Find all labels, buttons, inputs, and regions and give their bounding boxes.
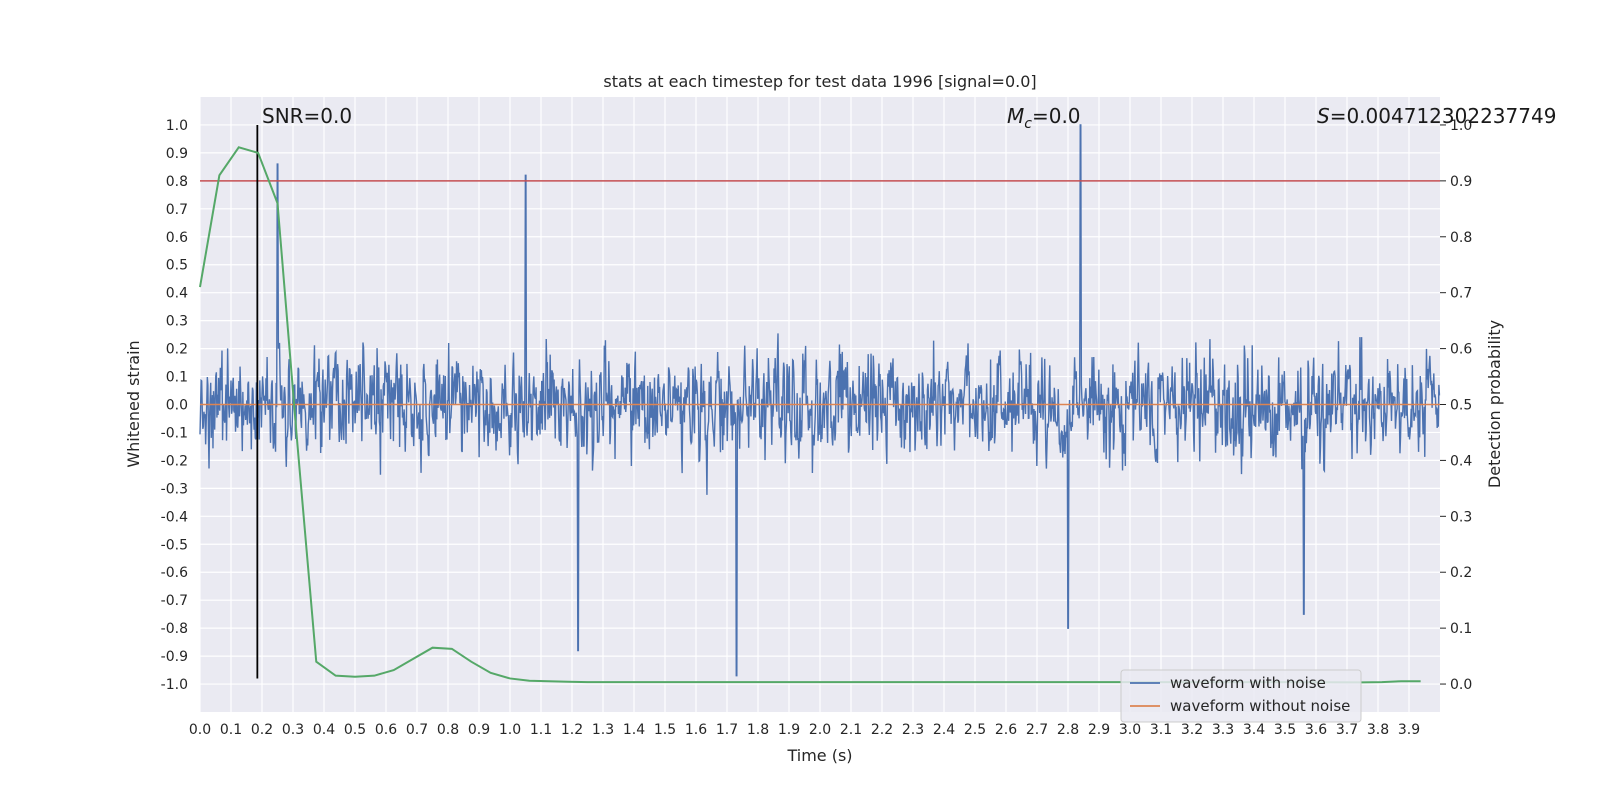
y-tick-label: 0.8 <box>166 174 188 190</box>
overlays <box>200 124 1440 679</box>
x-tick-label: 3.6 <box>1305 722 1327 738</box>
x-tick-label: 2.7 <box>1026 722 1048 738</box>
x-tick-label: 3.0 <box>1119 722 1141 738</box>
y-axis-label-left: Whitened strain <box>124 340 143 467</box>
annotation-s-number: =0.004712302237749 <box>1330 104 1557 128</box>
y-tick-label: -0.1 <box>161 425 188 441</box>
x-tick-label: 1.4 <box>623 722 645 738</box>
y-tick-label: 0.2 <box>166 342 188 358</box>
legend-label-noise: waveform with noise <box>1170 674 1326 692</box>
y-tick-label-right: 0.7 <box>1450 286 1472 302</box>
chart-title: stats at each timestep for test data 199… <box>603 72 1036 91</box>
x-tick-label: 2.2 <box>871 722 893 738</box>
x-tick-label: 3.8 <box>1367 722 1389 738</box>
x-tick-label: 0.4 <box>313 722 335 738</box>
y-tick-label-right: 0.4 <box>1450 453 1472 469</box>
y-tick-label: -0.5 <box>161 537 188 553</box>
annotation-s-symbol: S <box>1317 104 1330 128</box>
y-tick-label-right: 0.8 <box>1450 230 1472 246</box>
x-tick-label: 1.8 <box>747 722 769 738</box>
x-tick-label: 3.2 <box>1181 722 1203 738</box>
y-tick-label: -0.4 <box>161 509 188 525</box>
x-tick-label: 0.5 <box>344 722 366 738</box>
y-tick-label-right: 0.1 <box>1450 621 1472 637</box>
y-tick-label-right: 0.6 <box>1450 342 1472 358</box>
x-tick-label: 1.0 <box>499 722 521 738</box>
y-tick-label: 0.9 <box>166 146 188 162</box>
annotation-chirp-mass-subscript: c <box>1024 116 1032 132</box>
y-axis-label-right: Detection probability <box>1485 320 1504 488</box>
annotation-s-value: S=0.004712302237749 <box>1317 104 1556 128</box>
y-tick-label: 0.1 <box>166 370 188 386</box>
x-tick-label: 0.7 <box>406 722 428 738</box>
x-tick-label: 0.6 <box>375 722 397 738</box>
y-tick-label: 0.0 <box>166 398 188 414</box>
y-tick-label: 0.4 <box>166 286 188 302</box>
x-tick-label: 0.3 <box>282 722 304 738</box>
x-tick-label: 3.9 <box>1398 722 1420 738</box>
y-tick-label: 1.0 <box>166 118 188 134</box>
annotation-chirp-mass-symbol: M <box>1007 104 1024 128</box>
legend-label-clean: waveform without noise <box>1170 697 1350 715</box>
x-tick-label: 3.1 <box>1150 722 1172 738</box>
y-tick-label: 0.7 <box>166 202 188 218</box>
x-tick-label: 2.6 <box>995 722 1017 738</box>
waveform-with-noise-line <box>199 124 1441 677</box>
y-axis-ticks-left: 1.0 0.9 0.8 0.7 0.6 0.5 0.4 0.3 0.2 0.1 0.0 -0.1 -0.… <box>161 118 188 693</box>
y-tick-label: 0.3 <box>166 314 188 330</box>
y-tick-label-right: 0.5 <box>1450 398 1472 414</box>
x-tick-label: 2.1 <box>840 722 862 738</box>
y-tick-label: -0.7 <box>161 593 188 609</box>
x-tick-label: 3.4 <box>1243 722 1265 738</box>
x-tick-label: 2.5 <box>964 722 986 738</box>
x-tick-label: 1.5 <box>654 722 676 738</box>
x-tick-label: 1.1 <box>530 722 552 738</box>
annotation-snr: SNR=0.0 <box>262 104 352 128</box>
y-tick-label-right: 1.0 <box>1450 118 1472 134</box>
y-tick-label-right: 0.3 <box>1450 509 1472 525</box>
x-tick-label: 2.4 <box>933 722 955 738</box>
x-tick-label: 0.2 <box>251 722 273 738</box>
x-tick-label: 0.9 <box>468 722 490 738</box>
y-tick-label-right: 0.2 <box>1450 565 1472 581</box>
x-tick-label: 0.0 <box>189 722 211 738</box>
x-tick-label: 1.3 <box>592 722 614 738</box>
x-tick-label: 1.7 <box>716 722 738 738</box>
annotation-chirp-mass: Mc=0.0 <box>1007 104 1081 132</box>
y-tick-label: -0.6 <box>161 565 188 581</box>
x-tick-label: 2.9 <box>1088 722 1110 738</box>
x-tick-label: 2.0 <box>809 722 831 738</box>
y-tick-label: -0.8 <box>161 621 188 637</box>
y-tick-label-right: 0.0 <box>1450 677 1472 693</box>
x-tick-label: 2.8 <box>1057 722 1079 738</box>
annotation-chirp-mass-value: =0.0 <box>1032 104 1081 128</box>
y-tick-label: -1.0 <box>161 677 188 693</box>
y-tick-label: -0.3 <box>161 481 188 497</box>
x-axis-label: Time (s) <box>786 746 852 765</box>
legend: waveform with noise waveform without noi… <box>1120 669 1362 723</box>
x-axis-ticks: 0.0 0.1 0.2 0.3 0.4 0.5 0.6 0.7 0.8 0.9 1.0 1.1 1.2 1… <box>189 722 1420 738</box>
x-tick-label: 1.6 <box>685 722 707 738</box>
x-tick-label: 0.1 <box>220 722 242 738</box>
x-tick-label: 0.8 <box>437 722 459 738</box>
y-tick-label: -0.9 <box>161 649 188 665</box>
y-tick-label: 0.6 <box>166 230 188 246</box>
legend-box <box>1120 669 1362 723</box>
y-tick-label: 0.5 <box>166 258 188 274</box>
series-waveform-with-noise <box>199 124 1441 677</box>
x-tick-label: 1.9 <box>778 722 800 738</box>
x-tick-label: 3.7 <box>1336 722 1358 738</box>
x-tick-label: 1.2 <box>561 722 583 738</box>
x-tick-label: 2.3 <box>902 722 924 738</box>
x-tick-label: 3.5 <box>1274 722 1296 738</box>
y-axis-ticks-right: 1.0 0.9 0.8 0.7 0.6 0.5 0.4 0.3 0.2 0.1 0.0 <box>1440 118 1472 693</box>
x-tick-label: 3.3 <box>1212 722 1234 738</box>
y-tick-label: -0.2 <box>161 453 188 469</box>
y-tick-label-right: 0.9 <box>1450 174 1472 190</box>
